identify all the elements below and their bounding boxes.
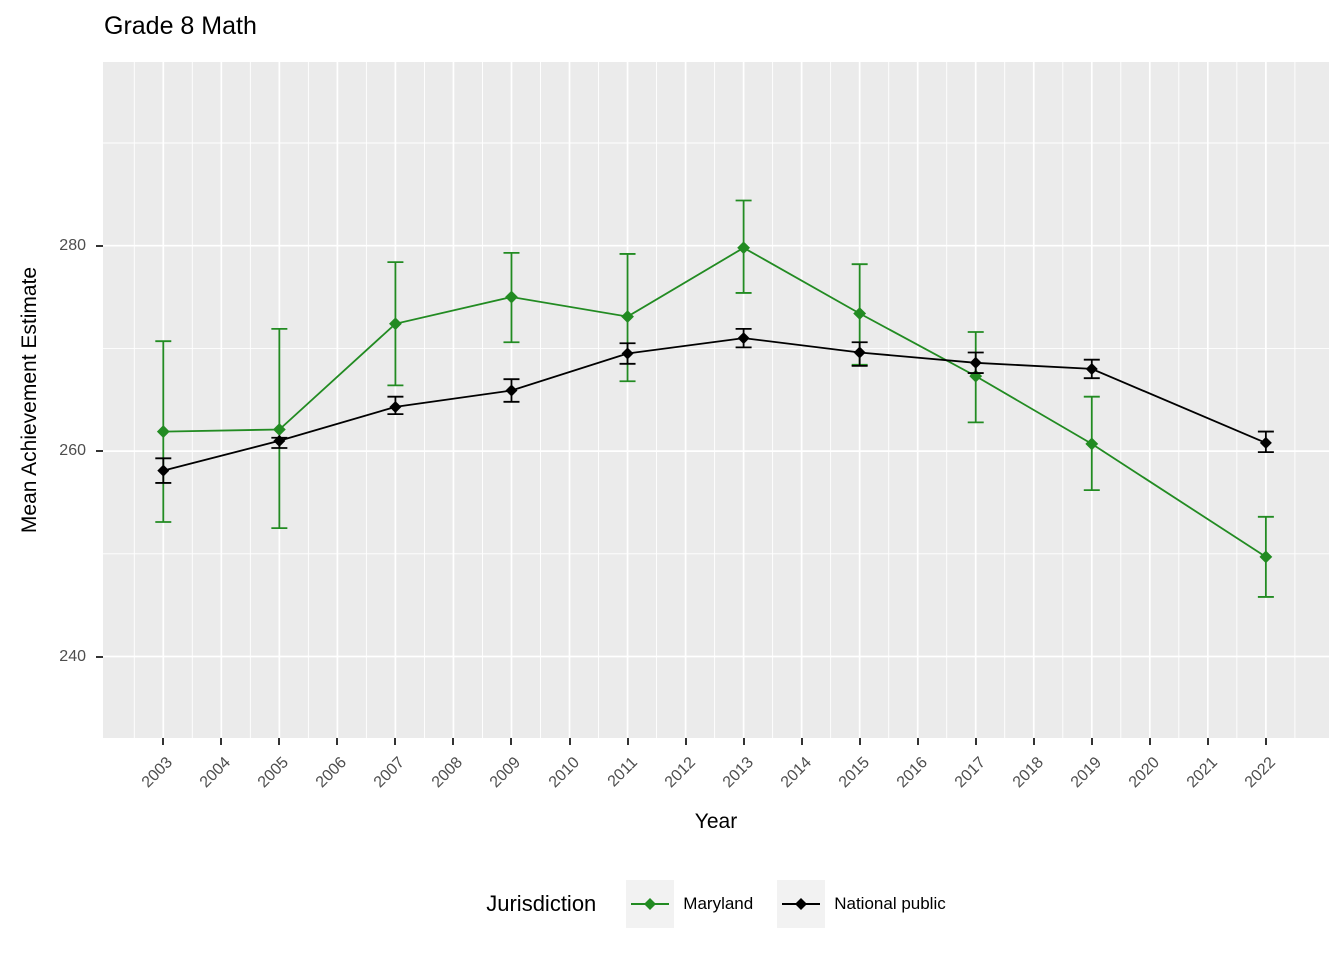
x-tick-mark — [278, 738, 281, 745]
data-point — [737, 332, 750, 345]
data-point — [853, 307, 867, 320]
legend-label-national-public: National public — [834, 894, 946, 913]
x-tick-mark — [974, 738, 977, 745]
legend-entry-national-public: National public — [777, 880, 946, 928]
series-national-public — [155, 327, 1274, 484]
x-tick-mark — [858, 738, 861, 745]
data-point — [969, 356, 982, 369]
data-point — [737, 241, 750, 255]
plot-title: Grade 8 Math — [104, 12, 257, 40]
x-tick-label: 2006 — [313, 754, 351, 792]
data-point — [621, 347, 634, 360]
legend-entry-maryland: Maryland — [626, 880, 753, 928]
x-tick-label: 2011 — [604, 754, 641, 791]
x-tick-label: 2013 — [719, 754, 757, 792]
x-tick-label: 2010 — [545, 754, 583, 792]
x-tick-label: 2022 — [1241, 754, 1279, 792]
x-tick-label: 2007 — [371, 754, 409, 792]
y-tick-mark — [96, 244, 103, 247]
x-tick-mark — [510, 738, 513, 745]
x-tick-label: 2008 — [429, 754, 467, 792]
x-tick-label: 2003 — [139, 754, 177, 792]
data-point — [1085, 362, 1098, 375]
x-tick-mark — [1090, 738, 1093, 745]
x-tick-label: 2005 — [255, 754, 293, 792]
x-tick-mark — [1264, 738, 1267, 745]
plot-panel — [103, 62, 1329, 738]
x-tick-label: 2020 — [1125, 754, 1163, 792]
data-point — [1259, 436, 1272, 449]
data-point — [272, 423, 286, 436]
data-point — [621, 310, 634, 323]
y-axis-title: Mean Achievement Estimate — [18, 266, 41, 534]
gridlines — [103, 62, 1329, 738]
legend-label-maryland: Maryland — [683, 894, 754, 913]
x-tick-mark — [394, 738, 397, 745]
data-point — [505, 290, 518, 304]
x-tick-mark — [684, 738, 687, 745]
series-maryland — [155, 199, 1274, 598]
x-tick-label: 2004 — [197, 754, 235, 792]
x-axis-title: Year — [694, 810, 738, 833]
y-tick-mark — [96, 450, 103, 453]
national-public-key-icon — [777, 880, 826, 928]
maryland-key-icon — [626, 880, 675, 928]
y-tick-label: 280 — [59, 236, 86, 254]
y-tick-label: 260 — [59, 442, 86, 460]
y-tick-mark — [96, 655, 103, 658]
x-tick-mark — [1032, 738, 1035, 745]
legend-title: Jurisdiction — [486, 891, 597, 916]
x-tick-mark — [916, 738, 919, 745]
x-tick-label: 2017 — [951, 754, 989, 792]
x-tick-mark — [452, 738, 455, 745]
data-point — [156, 425, 170, 438]
data-point — [273, 434, 286, 447]
data-point — [389, 400, 402, 413]
data-point — [1085, 437, 1099, 451]
x-tick-label: 2016 — [893, 754, 931, 792]
x-tick-label: 2014 — [777, 754, 815, 792]
x-tick-label: 2021 — [1183, 754, 1221, 792]
y-tick-label: 240 — [59, 647, 86, 665]
x-tick-label: 2019 — [1067, 754, 1105, 792]
x-tick-label: 2018 — [1009, 754, 1047, 792]
x-tick-mark — [1206, 738, 1209, 745]
data-point — [389, 317, 402, 331]
x-tick-mark — [568, 738, 571, 745]
chart-canvas — [103, 62, 1329, 738]
data-point — [157, 464, 170, 477]
x-tick-mark — [800, 738, 803, 745]
x-tick-label: 2009 — [487, 754, 525, 792]
x-tick-mark — [220, 738, 223, 745]
data-point — [1259, 550, 1273, 564]
x-tick-label: 2015 — [835, 754, 873, 792]
legend: Jurisdiction Maryland National public — [103, 879, 1329, 929]
data-point — [853, 346, 866, 359]
series-line — [163, 337, 1267, 472]
data-point — [505, 384, 518, 397]
x-tick-mark — [1148, 738, 1151, 745]
x-tick-mark — [162, 738, 165, 745]
x-tick-label: 2012 — [661, 754, 699, 792]
x-tick-mark — [336, 738, 339, 745]
x-tick-mark — [626, 738, 629, 745]
series-line — [163, 246, 1267, 558]
x-tick-mark — [742, 738, 745, 745]
